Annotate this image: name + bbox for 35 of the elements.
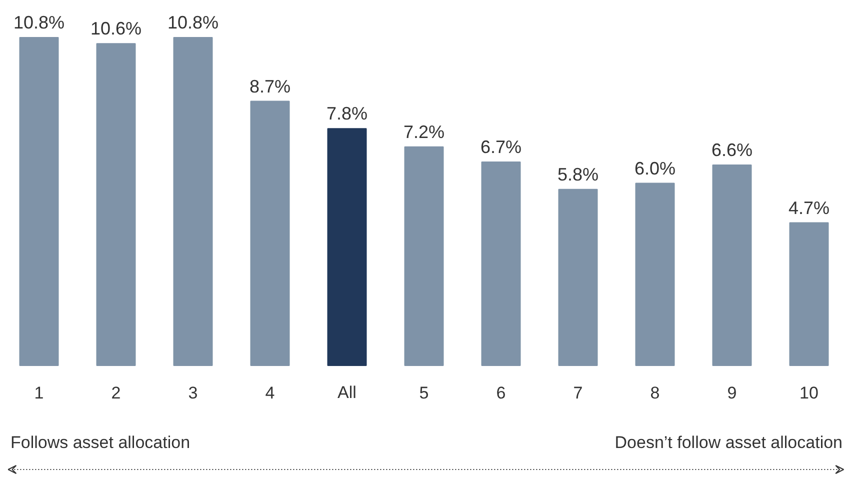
x-tick-label: 2 (111, 384, 121, 402)
data-label: 6.6% (711, 140, 753, 160)
x-tick-label: 3 (188, 384, 198, 402)
bar (789, 222, 829, 366)
x-tick-label: 10 (800, 384, 818, 402)
bar (173, 37, 213, 366)
x-tick-label: 1 (34, 384, 44, 402)
x-tick-label: 7 (573, 384, 583, 402)
data-label: 7.8% (326, 104, 368, 124)
text: Follows asset allocation (10, 433, 190, 452)
data-label: 10.8% (13, 12, 65, 32)
x-tick-label: 8 (650, 384, 660, 402)
x-tick-label: 4 (265, 384, 275, 402)
data-label: 5.8% (557, 164, 599, 184)
bar (327, 128, 367, 366)
data-label: 7.2% (403, 122, 445, 142)
bar (250, 100, 290, 366)
x-tick-label: 6 (496, 384, 506, 402)
data-label: 4.7% (788, 198, 830, 218)
bar (558, 188, 598, 366)
bar (19, 37, 59, 366)
bar (712, 164, 752, 366)
bar (96, 43, 136, 366)
x-tick-label: 5 (419, 384, 429, 402)
bar (404, 146, 444, 366)
data-label: 10.8% (167, 12, 219, 32)
x-tick-label: All (338, 383, 356, 402)
data-label: 10.6% (90, 18, 142, 39)
data-label: 6.0% (634, 158, 676, 178)
text: Doesn’t follow asset allocation (614, 433, 842, 452)
data-label: 8.7% (249, 76, 291, 96)
bar (481, 162, 521, 366)
x-tick-label: 9 (727, 384, 737, 402)
bar (635, 182, 675, 366)
data-label: 6.7% (480, 137, 522, 158)
